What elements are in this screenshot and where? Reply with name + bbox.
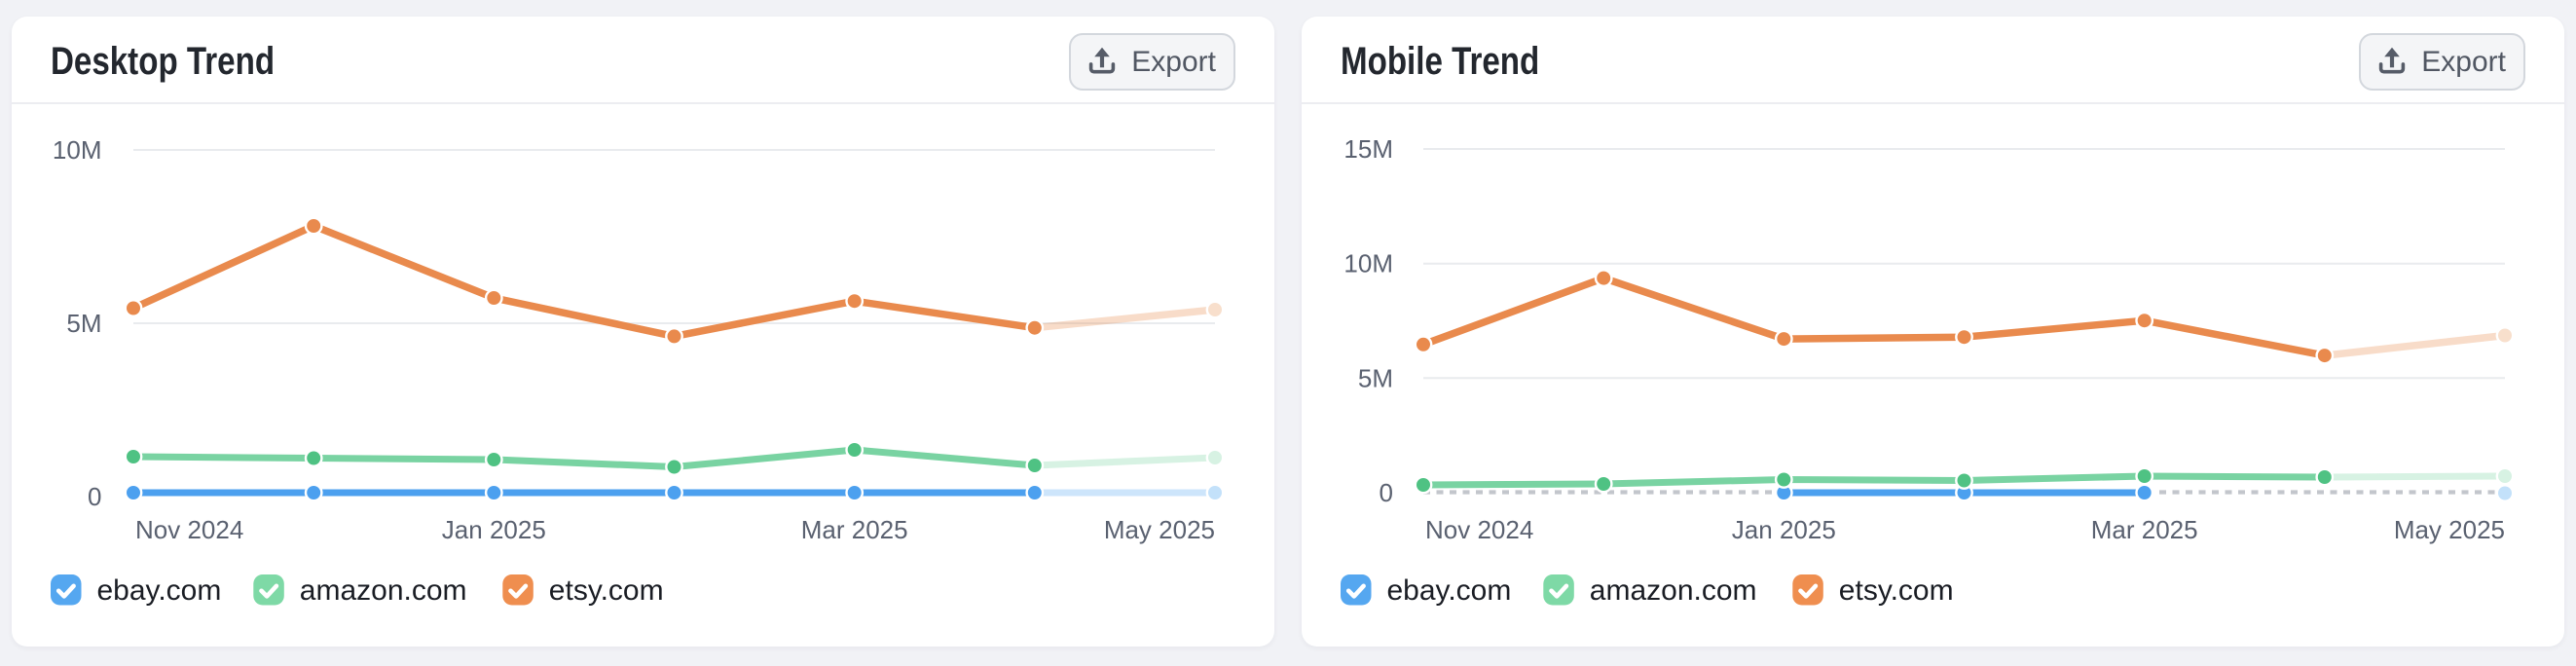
svg-text:Jan 2025: Jan 2025: [1732, 515, 1836, 544]
svg-text:ebay.com: ebay.com: [1387, 574, 1512, 607]
svg-text:5M: 5M: [1358, 363, 1393, 392]
svg-text:10M: 10M: [53, 135, 102, 165]
svg-text:amazon.com: amazon.com: [300, 574, 467, 607]
svg-text:Nov 2024: Nov 2024: [135, 515, 243, 544]
svg-text:Jan 2025: Jan 2025: [442, 515, 546, 544]
svg-text:15M: 15M: [1343, 134, 1393, 164]
svg-text:0: 0: [1380, 478, 1393, 507]
svg-text:5M: 5M: [66, 309, 101, 338]
svg-text:May 2025: May 2025: [1104, 515, 1215, 544]
svg-text:0: 0: [88, 482, 101, 511]
svg-text:ebay.com: ebay.com: [97, 574, 222, 607]
svg-text:10M: 10M: [1343, 249, 1393, 278]
svg-text:May 2025: May 2025: [2394, 515, 2505, 544]
svg-text:etsy.com: etsy.com: [549, 574, 664, 607]
svg-text:Nov 2024: Nov 2024: [1425, 515, 1533, 544]
svg-text:etsy.com: etsy.com: [1839, 574, 1954, 607]
svg-text:Mar 2025: Mar 2025: [801, 515, 908, 544]
svg-text:Mar 2025: Mar 2025: [2091, 515, 2198, 544]
svg-text:amazon.com: amazon.com: [1590, 574, 1757, 607]
